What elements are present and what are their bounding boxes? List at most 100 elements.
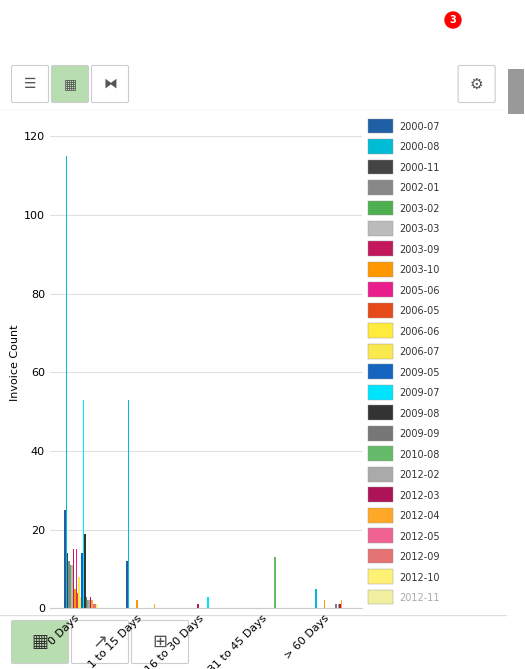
Bar [64, 510, 66, 608]
Bar [368, 549, 393, 563]
Bar [368, 589, 393, 605]
Bar [74, 589, 76, 608]
Bar [368, 529, 393, 543]
Bar [315, 589, 317, 608]
Text: Invoice Cycle Time: Invoice Cycle Time [169, 20, 356, 38]
Text: 2009-05: 2009-05 [400, 368, 440, 378]
Text: ▦: ▦ [64, 77, 77, 91]
Bar [128, 400, 129, 608]
Text: 2010-08: 2010-08 [400, 450, 440, 460]
Text: 2009-07: 2009-07 [400, 388, 440, 398]
Bar [94, 604, 96, 608]
FancyBboxPatch shape [458, 66, 495, 102]
Bar [96, 604, 97, 608]
Text: 2006-07: 2006-07 [400, 347, 440, 357]
Text: <: < [13, 19, 32, 39]
Text: ⊞: ⊞ [152, 633, 167, 651]
Bar [368, 569, 393, 584]
Bar [368, 426, 393, 441]
Bar [368, 385, 393, 399]
Text: ↗: ↗ [92, 633, 108, 651]
Bar [368, 446, 393, 461]
Bar [368, 467, 393, 482]
Bar [335, 604, 337, 608]
Bar [80, 597, 81, 608]
Text: 2003-09: 2003-09 [400, 245, 440, 255]
Bar [508, 69, 524, 114]
Text: 2012-03: 2012-03 [400, 490, 440, 500]
Text: 2006-06: 2006-06 [400, 326, 440, 337]
Bar [368, 262, 393, 277]
Text: 2012-05: 2012-05 [400, 532, 440, 542]
Bar [77, 593, 78, 608]
Text: 2009-08: 2009-08 [400, 409, 440, 419]
Bar [71, 565, 72, 608]
Bar [87, 601, 88, 608]
Text: ⧓: ⧓ [103, 77, 117, 91]
Text: 2000-07: 2000-07 [400, 122, 440, 132]
Text: 2003-03: 2003-03 [400, 224, 440, 234]
Bar [368, 118, 393, 133]
Text: 3: 3 [449, 15, 456, 25]
Text: 2006-05: 2006-05 [400, 306, 440, 316]
Bar [86, 597, 87, 608]
Bar [338, 604, 340, 608]
Bar [368, 282, 393, 297]
Bar [66, 156, 67, 608]
Circle shape [445, 12, 461, 28]
Bar [91, 601, 93, 608]
FancyBboxPatch shape [12, 66, 48, 102]
Bar [97, 604, 98, 608]
Bar [90, 597, 91, 608]
Y-axis label: Invoice Count: Invoice Count [10, 324, 20, 401]
Bar [81, 553, 82, 608]
Bar [368, 323, 393, 338]
Bar [341, 601, 342, 608]
Bar [207, 597, 209, 608]
Bar [368, 221, 393, 235]
Bar [67, 553, 68, 608]
Bar [127, 561, 128, 608]
Bar [82, 400, 84, 608]
Text: 2012-09: 2012-09 [400, 552, 440, 562]
Bar [88, 601, 90, 608]
Text: 2000-11: 2000-11 [400, 163, 440, 173]
Bar [72, 549, 74, 608]
Bar [368, 508, 393, 522]
Bar [368, 242, 393, 256]
Text: ⚑: ⚑ [431, 21, 449, 41]
Text: 2005-06: 2005-06 [400, 286, 440, 296]
Text: 2012-11: 2012-11 [400, 593, 440, 603]
Text: 2009-09: 2009-09 [400, 429, 440, 439]
Bar [368, 344, 393, 359]
Bar [93, 604, 94, 608]
FancyBboxPatch shape [51, 66, 89, 102]
Bar [368, 405, 393, 420]
FancyBboxPatch shape [12, 621, 68, 664]
Bar [197, 604, 199, 608]
Bar [154, 604, 155, 608]
Bar [78, 577, 80, 608]
Bar [368, 180, 393, 195]
FancyBboxPatch shape [91, 66, 129, 102]
Text: 2012-04: 2012-04 [400, 511, 440, 521]
Bar [84, 534, 86, 608]
Bar [70, 565, 71, 608]
Text: 2003-10: 2003-10 [400, 266, 440, 276]
Text: ⚙: ⚙ [470, 76, 484, 92]
Bar [368, 159, 393, 175]
FancyBboxPatch shape [71, 621, 129, 664]
Bar [274, 557, 276, 608]
Bar [368, 139, 393, 154]
FancyBboxPatch shape [131, 621, 188, 664]
Bar [368, 365, 393, 379]
Text: 2012-02: 2012-02 [400, 470, 440, 480]
Text: ▦: ▦ [32, 633, 48, 651]
Text: 2002-01: 2002-01 [400, 183, 440, 193]
Bar [136, 601, 138, 608]
Text: 2000-08: 2000-08 [400, 142, 440, 153]
Bar [368, 487, 393, 502]
Bar [340, 604, 341, 608]
Text: 2012-10: 2012-10 [400, 573, 440, 583]
Bar [368, 201, 393, 215]
